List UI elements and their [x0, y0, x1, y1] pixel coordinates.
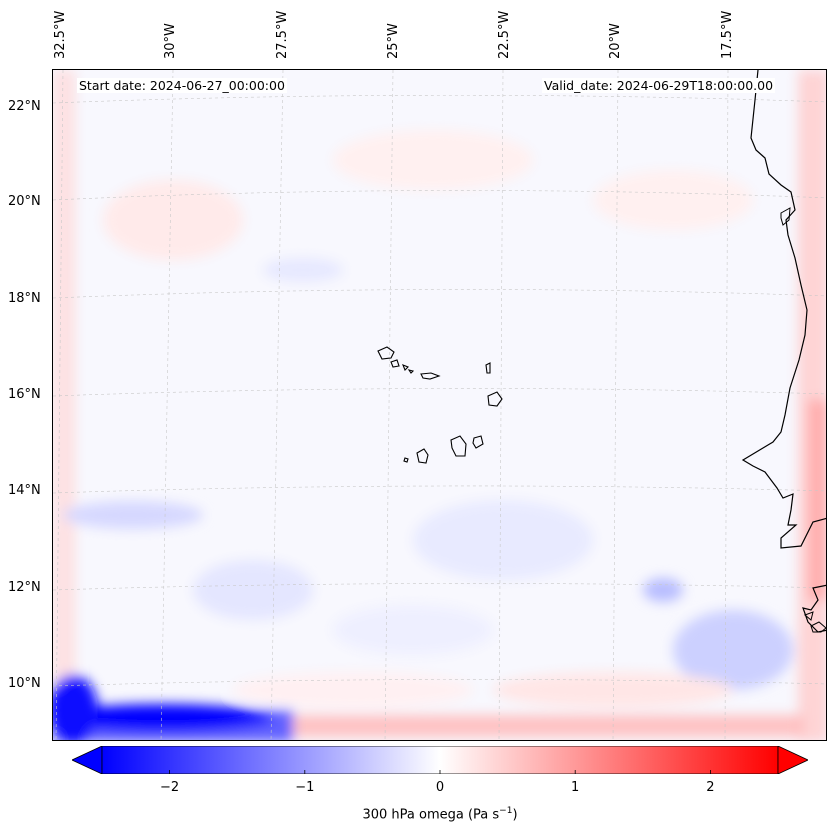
lon-label-25w: 25°W — [386, 23, 401, 59]
lon-label-17-5w: 17.5°W — [720, 10, 735, 59]
lon-label-22-5w: 22.5°W — [497, 10, 512, 59]
colorbar-tick-label: −1 — [295, 780, 315, 795]
lat-label-10n: 10°N — [8, 676, 41, 691]
colorbar-tick-label: 0 — [435, 780, 445, 795]
omega-field — [53, 70, 826, 740]
colorbar-min-arrow — [72, 746, 103, 774]
cape-verde-islands — [377, 346, 503, 464]
coast-island-1 — [780, 207, 791, 226]
lon-label-30w: 30°W — [163, 23, 178, 59]
colorbar-label: 300 hPa omega (Pa s−1) — [362, 806, 518, 823]
colorbar-tick-label: 1 — [571, 780, 580, 795]
colorbar-max-arrow — [777, 746, 808, 774]
colorbar-tick-label: 2 — [706, 780, 715, 795]
lat-label-22n: 22°N — [8, 99, 41, 114]
colorbar-gradient — [101, 746, 779, 774]
lat-label-12n: 12°N — [8, 580, 41, 595]
colorbar-tick-label: −2 — [160, 780, 180, 795]
lon-label-27-5w: 27.5°W — [275, 10, 290, 59]
lat-label-14n: 14°N — [8, 483, 41, 498]
lat-label-16n: 16°N — [8, 387, 41, 402]
coast-island-2 — [804, 611, 826, 633]
valid-date-label: Valid_date: 2024-06-29T18:00:00.00 — [542, 78, 776, 93]
colorbar — [72, 746, 808, 774]
start-date-label: Start date: 2024-06-27_00:00:00 — [77, 78, 287, 93]
graticule — [53, 70, 826, 740]
african-coastline — [741, 70, 826, 633]
lon-label-20w: 20°W — [608, 23, 623, 59]
lat-label-18n: 18°N — [8, 291, 41, 306]
lon-label-32-5w: 32.5°W — [53, 10, 68, 59]
map-panel — [52, 69, 827, 741]
map-canvas — [53, 70, 826, 740]
lat-label-20n: 20°N — [8, 194, 41, 209]
